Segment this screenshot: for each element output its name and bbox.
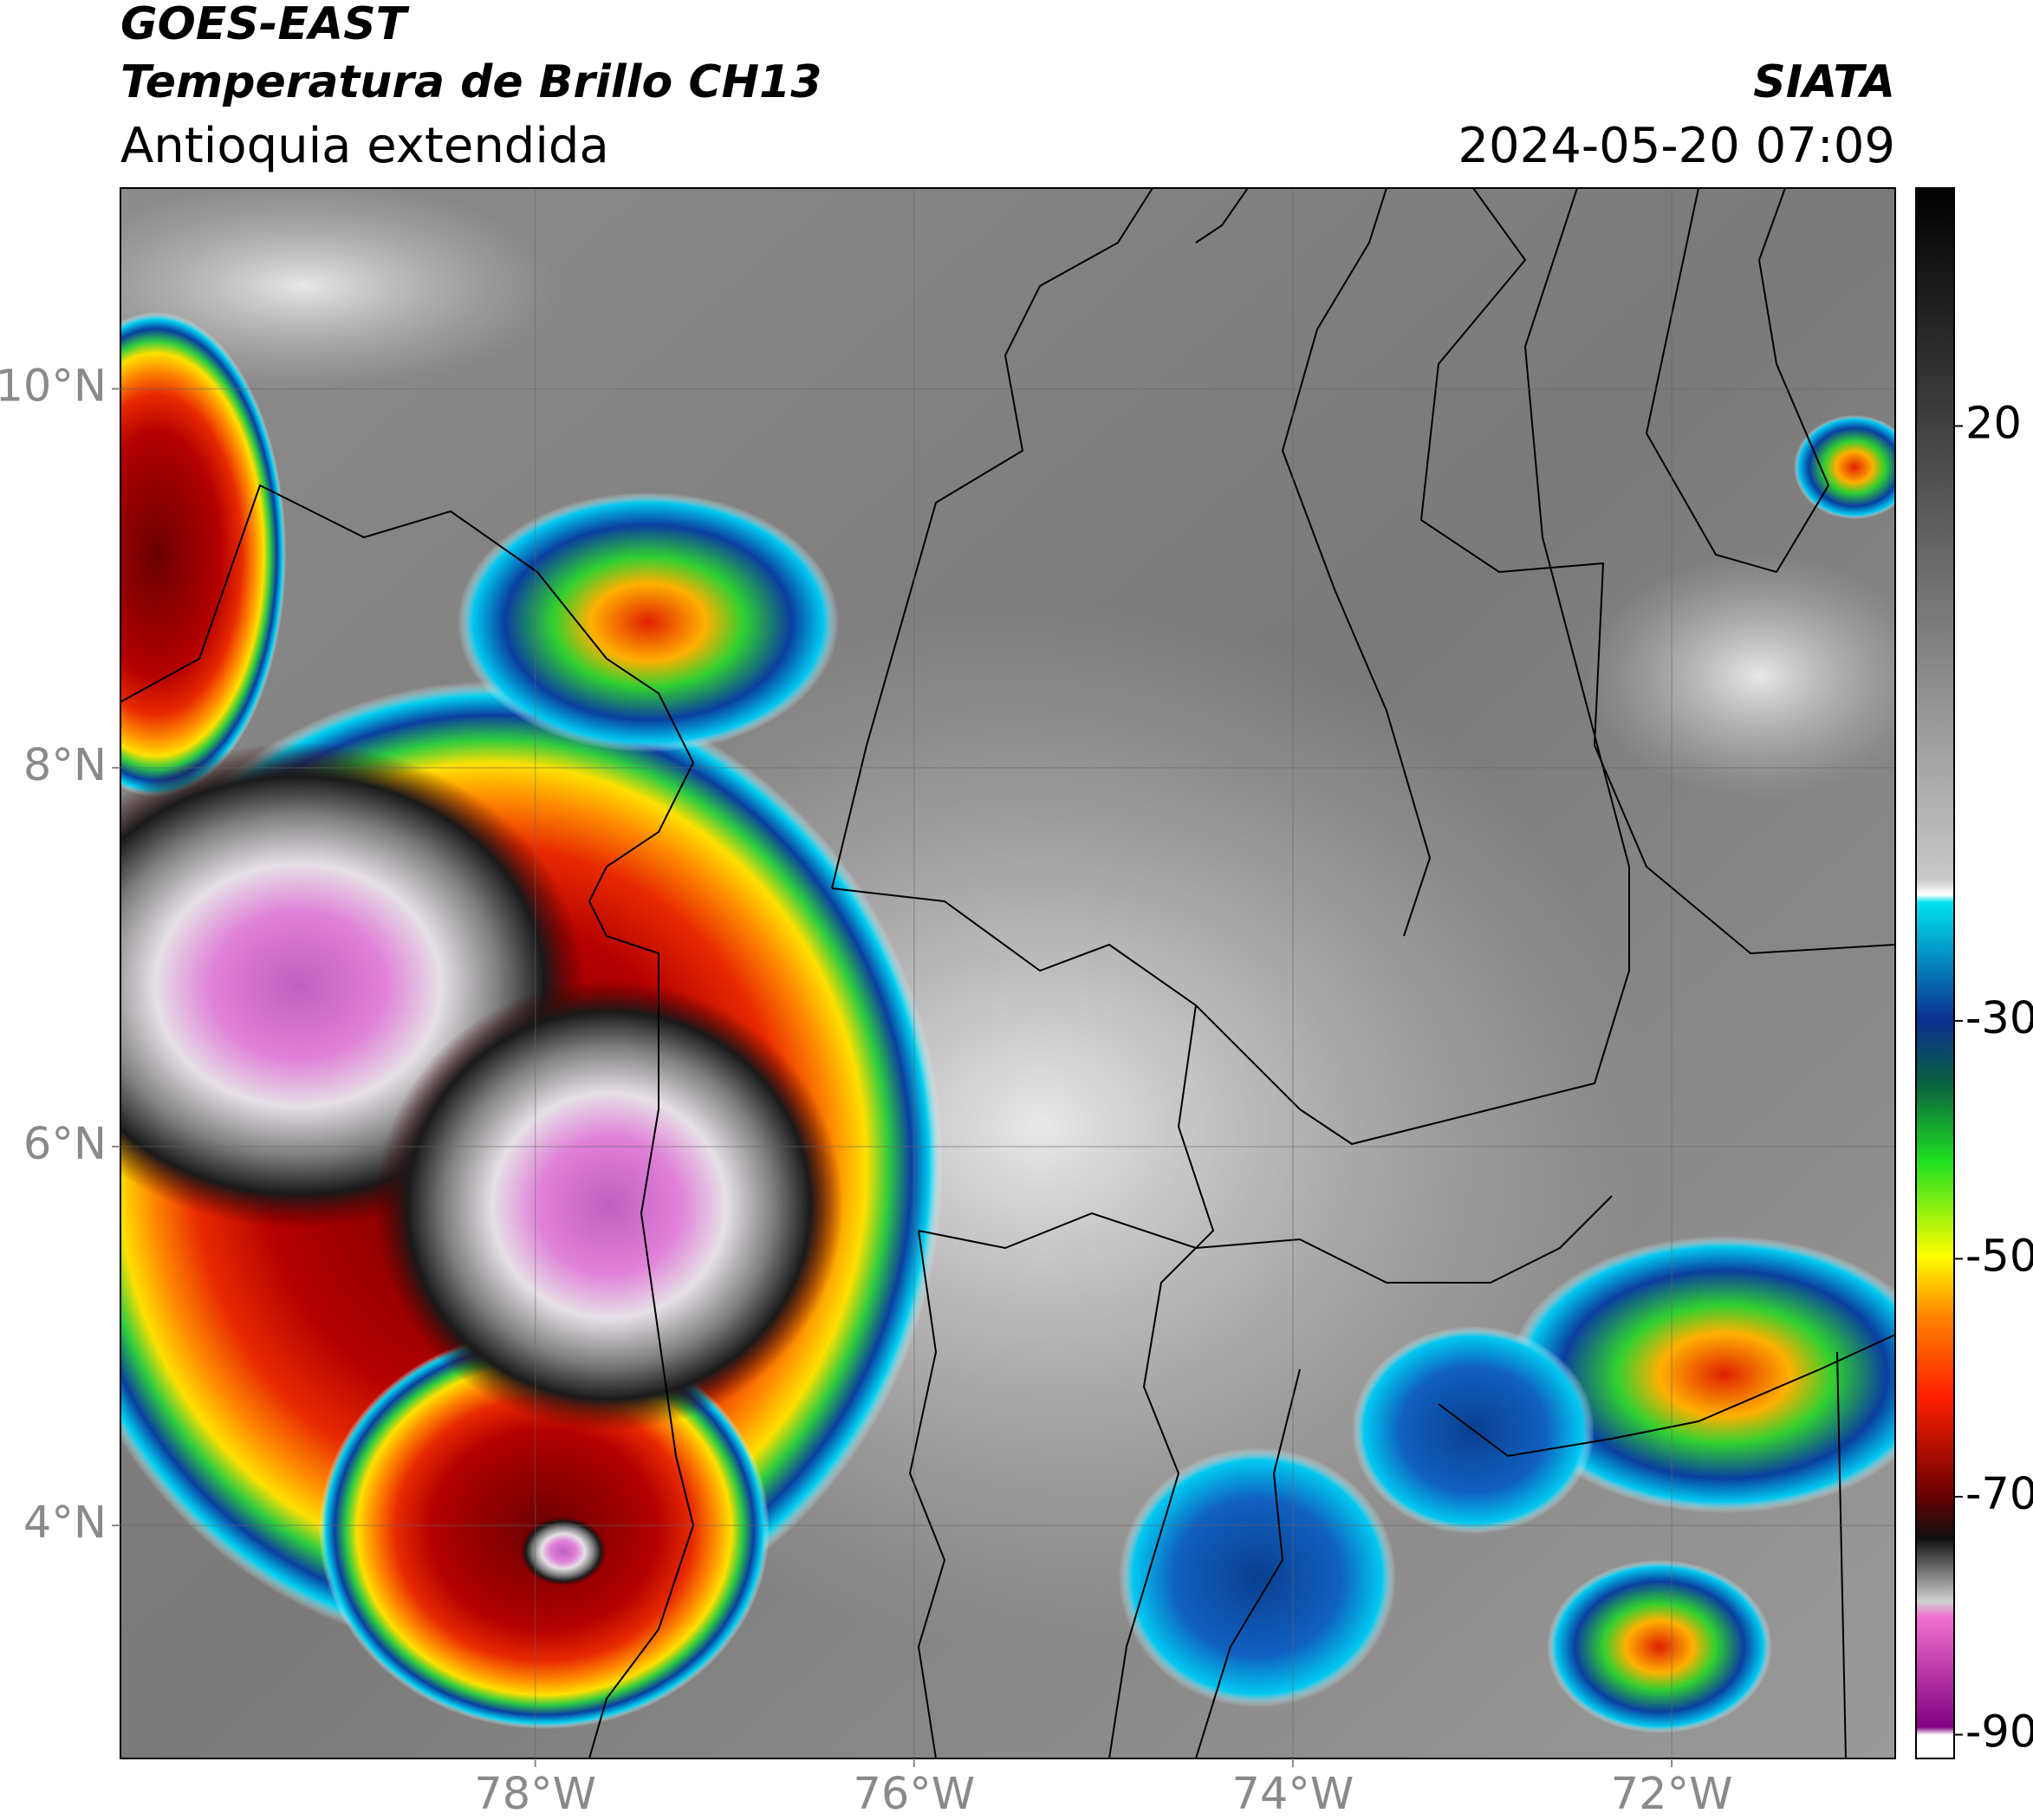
colorbar-tick-label: -70: [1965, 1469, 2033, 1520]
datetime: 2024-05-20 07:09: [1458, 118, 1895, 174]
x-tick-label: 74°W: [1232, 1769, 1354, 1820]
x-tick-label: 76°W: [853, 1769, 975, 1820]
region: Antioquia extendida: [120, 118, 609, 174]
y-tick-label: 8°N: [23, 740, 107, 791]
y-tick-label: 6°N: [23, 1119, 107, 1170]
x-tick-label: 72°W: [1611, 1769, 1733, 1820]
y-tick-label: 10°N: [0, 361, 107, 413]
map-frame: [120, 187, 1896, 1759]
colorbar-tick-label: -50: [1965, 1231, 2033, 1282]
subtitle: Temperatura de Brillo CH13: [120, 56, 822, 108]
colorbar-tick-label: -30: [1965, 993, 2033, 1044]
colorbar-tick-label: 20: [1965, 399, 2022, 450]
colorbar-tick-label: -90: [1965, 1707, 2033, 1758]
title: GOES-EAST: [120, 0, 410, 50]
colorbar: [1915, 187, 1955, 1759]
satellite-image: [120, 188, 1895, 1758]
source: SIATA: [1753, 56, 1895, 108]
y-tick-label: 4°N: [23, 1498, 107, 1549]
x-tick-label: 78°W: [474, 1769, 596, 1820]
